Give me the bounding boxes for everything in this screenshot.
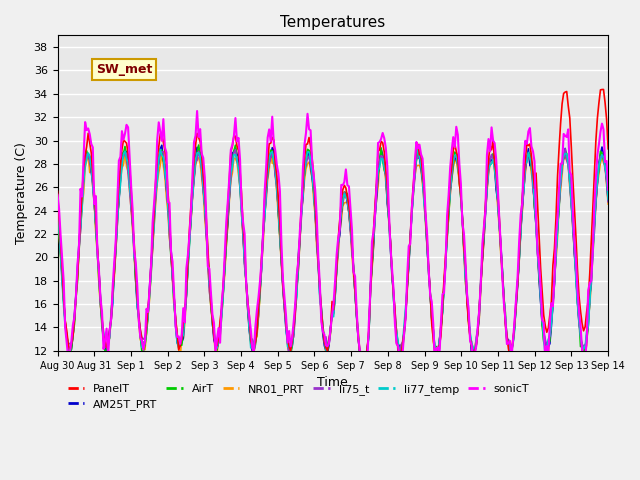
AM25T_PRT [577,330,584,336]
li77_temp [359,367,367,372]
AirT [296,237,304,242]
li75_t [294,255,302,261]
X-axis label: Time: Time [317,376,348,389]
Legend: PanelT, AM25T_PRT, AirT, NR01_PRT, li75_t, li77_temp, sonicT: PanelT, AM25T_PRT, AirT, NR01_PRT, li75_… [63,379,534,415]
Line: AM25T_PRT: AM25T_PRT [58,145,608,370]
NR01_PRT [577,331,584,336]
li75_t [236,185,244,191]
li75_t [54,198,61,204]
Line: NR01_PRT: NR01_PRT [58,152,608,369]
Line: li77_temp: li77_temp [58,146,608,370]
AirT [54,198,61,204]
li77_temp [121,148,129,154]
AirT [237,205,245,211]
NR01_PRT [245,325,253,331]
li77_temp [218,314,225,320]
NR01_PRT [236,185,244,191]
li75_t [121,149,129,155]
NR01_PRT [359,366,367,372]
AM25T_PRT [158,143,166,148]
NR01_PRT [54,205,61,211]
PanelT [575,293,583,299]
NR01_PRT [294,268,302,274]
li75_t [604,199,612,205]
AirT [577,344,584,349]
sonicT [357,375,365,381]
li75_t [359,367,367,372]
li77_temp [414,144,422,149]
sonicT [54,192,61,198]
AirT [220,291,227,297]
li77_temp [577,333,584,338]
AM25T_PRT [54,197,61,203]
Line: PanelT: PanelT [58,89,608,373]
sonicT [577,323,584,328]
NR01_PRT [604,201,612,207]
Text: SW_met: SW_met [96,63,152,76]
AM25T_PRT [359,367,367,373]
sonicT [247,326,255,332]
li77_temp [294,252,302,257]
PanelT [604,146,612,152]
AirT [359,365,367,371]
AM25T_PRT [237,204,245,210]
PanelT [245,312,253,318]
sonicT [237,202,245,207]
Line: AirT: AirT [58,145,608,368]
AirT [604,195,612,201]
NR01_PRT [218,314,225,320]
AM25T_PRT [121,148,129,154]
li75_t [218,309,225,314]
li75_t [577,332,584,338]
AirT [195,142,202,148]
PanelT [600,86,607,92]
AirT [121,144,129,149]
Title: Temperatures: Temperatures [280,15,385,30]
sonicT [193,108,201,114]
AM25T_PRT [604,198,612,204]
PanelT [121,139,129,144]
sonicT [220,284,227,290]
sonicT [121,131,129,136]
li77_temp [236,185,244,191]
PanelT [54,189,61,194]
NR01_PRT [121,150,129,156]
PanelT [359,371,367,376]
AM25T_PRT [296,236,304,242]
li75_t [245,323,253,328]
AM25T_PRT [247,339,255,345]
AM25T_PRT [220,290,227,296]
li77_temp [54,193,61,199]
Line: sonicT: sonicT [58,111,608,378]
li77_temp [604,197,612,203]
Line: li75_t: li75_t [58,149,608,370]
NR01_PRT [378,149,385,155]
li77_temp [245,325,253,331]
PanelT [294,255,302,261]
PanelT [218,305,225,311]
sonicT [296,228,304,234]
PanelT [236,168,244,174]
li75_t [561,146,569,152]
sonicT [604,187,612,192]
AirT [247,336,255,342]
Y-axis label: Temperature (C): Temperature (C) [15,142,28,244]
